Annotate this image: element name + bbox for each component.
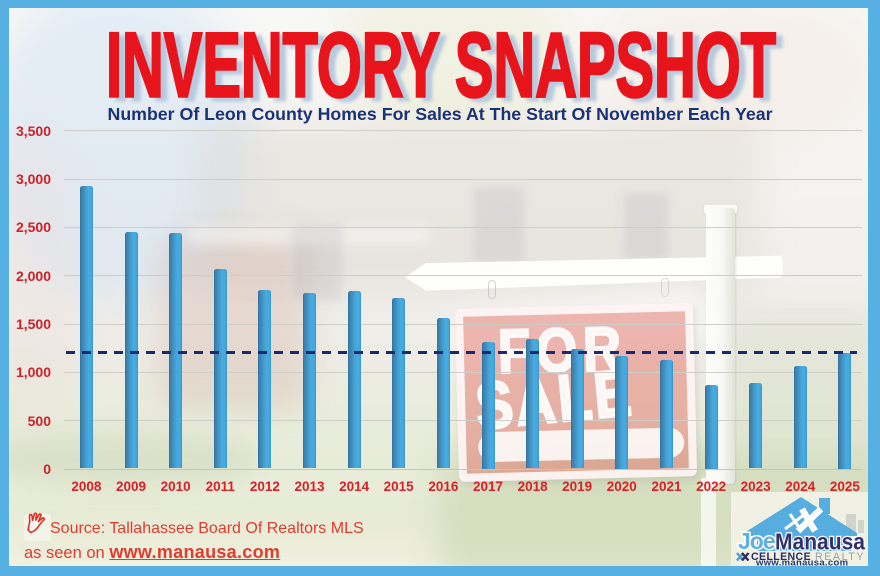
svg-text:www.manausa.com: www.manausa.com	[755, 558, 848, 567]
svg-text:Manausa: Manausa	[775, 529, 865, 555]
svg-text:INVENTORY SNAPSHOT: INVENTORY SNAPSHOT	[113, 18, 783, 120]
svg-text:Joe: Joe	[738, 528, 775, 554]
svg-text:Number Of Leon County Homes Fo: Number Of Leon County Homes For Sales At…	[108, 104, 773, 124]
svg-text:REALTY: REALTY	[815, 551, 865, 563]
svg-text:Joe: Joe	[738, 528, 775, 554]
svg-text:INVENTORY SNAPSHOT: INVENTORY SNAPSHOT	[106, 15, 776, 117]
svg-text:Manausa: Manausa	[775, 529, 865, 555]
svg-text:CELLENCE: CELLENCE	[751, 551, 811, 563]
